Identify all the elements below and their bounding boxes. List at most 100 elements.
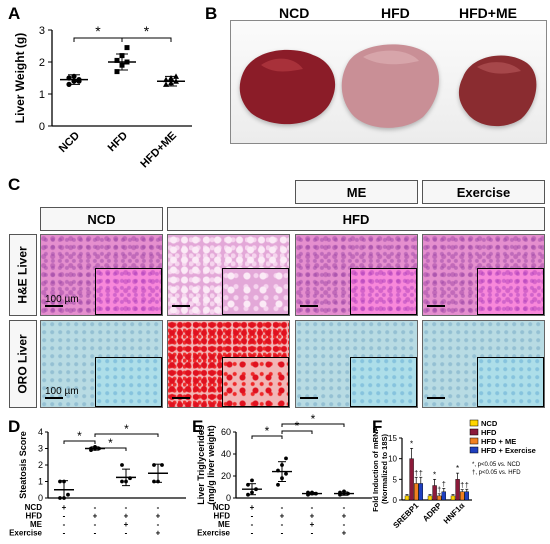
matrix-cell: - [281, 503, 284, 512]
x-tick-label: HNF1α [442, 501, 467, 526]
scale-bar [45, 397, 63, 399]
data-point [246, 482, 250, 487]
scale-label: 100 µm [45, 386, 79, 397]
data-point [119, 62, 125, 68]
he-hfd-image [167, 234, 290, 316]
data-point [156, 479, 160, 484]
data-point [66, 81, 72, 87]
matrix-cell: - [251, 529, 254, 538]
y-tick-label: 0 [38, 493, 43, 503]
header-ncd: NCD [40, 207, 163, 231]
y-tick-label: 4 [38, 427, 43, 437]
data-point [124, 479, 128, 484]
matrix-cell: + [124, 520, 129, 529]
data-point [119, 53, 125, 59]
oro-ncd-image: 100 µm [40, 320, 163, 408]
bar [464, 491, 470, 501]
legend-swatch [469, 419, 479, 427]
data-point [114, 69, 120, 75]
data-point [66, 75, 72, 81]
scale-bar [427, 305, 445, 307]
oro-ncd-inset [94, 356, 162, 407]
data-point [114, 57, 120, 63]
sig-mark: † [442, 481, 446, 488]
y-axis-label: Steatosis Score [18, 431, 28, 499]
bar [441, 491, 447, 501]
y-tick-label: 0 [39, 121, 45, 133]
data-point [280, 476, 284, 481]
data-point [66, 492, 70, 497]
oro-me-inset [349, 356, 417, 407]
bar [459, 491, 465, 501]
oro-hfd-inset [221, 356, 289, 407]
matrix-cell: - [343, 520, 346, 529]
sig-star: * [311, 414, 316, 426]
legend-label: NCD [481, 419, 498, 428]
y-axis-label: Liver Weight (g) [13, 33, 27, 123]
chart-e: 0 20 40 60 Liver Triglycerides (mg/g liver we… [196, 414, 372, 538]
data-point [250, 478, 254, 483]
y-tick-label: 3 [38, 444, 43, 454]
data-point [71, 78, 77, 84]
legend-swatch [469, 428, 479, 436]
y-tick-label: 40 [221, 449, 231, 459]
matrix-cell: - [343, 503, 346, 512]
matrix-cell: + [310, 520, 315, 529]
he-exercise-inset [476, 268, 544, 315]
matrix-row-label: Exercise [197, 529, 230, 538]
sig-mark: * [410, 439, 413, 448]
matrix-cell: - [94, 529, 97, 538]
data-point [173, 73, 179, 79]
matrix-cell: - [281, 529, 284, 538]
bar [418, 483, 423, 501]
oro-hfd-image [167, 320, 290, 408]
header-hfd: HFD [167, 207, 545, 231]
matrix-row-label: NCD [25, 503, 43, 512]
y-tick-label: 20 [221, 471, 231, 481]
y-tick-label: 5 [393, 475, 398, 484]
matrix-cell: - [311, 503, 314, 512]
legend-label: HFD + Exercise [481, 446, 536, 455]
legend-label: HFD + ME [481, 437, 516, 446]
matrix-row-label: NCD [213, 503, 231, 512]
matrix-cell: + [156, 529, 161, 538]
matrix-row-label: ME [30, 520, 43, 529]
matrix-cell: - [251, 512, 254, 521]
panel-b-letter: B [205, 4, 218, 23]
data-point [163, 81, 169, 87]
scale-label: 100 µm [45, 294, 79, 305]
bar [409, 458, 414, 501]
sig-mark: * [456, 464, 459, 473]
matrix-cell: + [93, 512, 98, 521]
panel-d-letter: D [8, 417, 21, 436]
matrix-cell: - [125, 503, 128, 512]
bar [450, 495, 456, 501]
he-ncd-image: 100 µm [40, 234, 163, 316]
data-point [71, 73, 77, 79]
matrix-row-label: Exercise [9, 529, 42, 538]
row-label-oro: ORO Liver [9, 320, 37, 408]
header-exercise: Exercise [422, 180, 545, 204]
x-tick-label: ADRP [421, 501, 444, 524]
oro-me-image [295, 320, 418, 408]
data-point [152, 479, 156, 484]
chart-a: 0 1 2 3 Liver Weight (g) NCD HFD HFD+ME * * [13, 23, 192, 170]
data-point [124, 59, 130, 65]
he-me-inset [349, 268, 417, 315]
y-axis-label: (Normalized to 18S) [380, 433, 389, 504]
panel-f-letter: F [372, 417, 383, 436]
matrix-cell: + [310, 512, 315, 521]
matrix-cell: + [342, 529, 347, 538]
y-tick-label: 2 [38, 460, 43, 470]
sig-bracket [121, 37, 172, 42]
panel-c-letter: C [8, 175, 21, 194]
sig-bracket [94, 447, 127, 451]
y-axis-label: Liver Triglycerides [196, 425, 206, 505]
data-point [276, 468, 280, 473]
x-tick-label: NCD [57, 130, 82, 155]
matrix-cell: - [63, 512, 66, 521]
data-point [173, 78, 179, 84]
sig-mark: † [414, 470, 418, 477]
scale-bar [300, 397, 318, 399]
